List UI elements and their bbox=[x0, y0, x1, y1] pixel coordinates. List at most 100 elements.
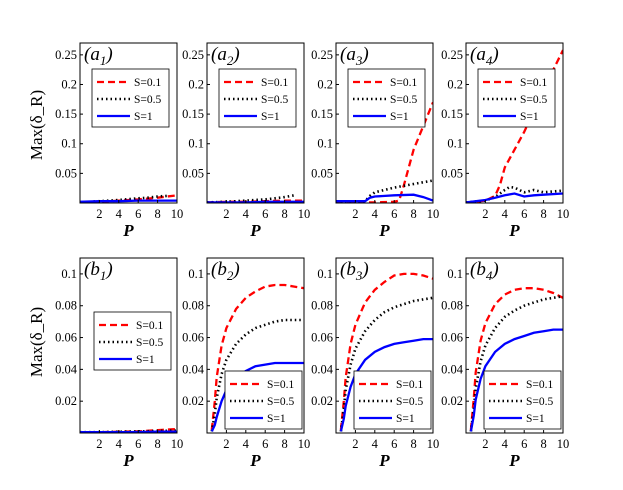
series-line-S0_5 bbox=[336, 179, 433, 203]
panel-label: (b1) bbox=[84, 259, 113, 283]
legend-entry-label: S=1 bbox=[267, 413, 286, 425]
y-tick-label: 0.02 bbox=[182, 394, 204, 408]
panel-label: (a3) bbox=[340, 44, 369, 68]
y-tick-label: 0.04 bbox=[55, 362, 78, 376]
y-tick-label: 0.02 bbox=[311, 394, 333, 408]
x-tick-label: 4 bbox=[116, 437, 123, 451]
legend-entry-label: S=0.5 bbox=[134, 94, 162, 106]
legend-entry-label: S=0.5 bbox=[526, 396, 554, 408]
legend-box bbox=[91, 68, 170, 128]
legend-entry-label: S=1 bbox=[136, 354, 155, 366]
plot-area bbox=[466, 49, 563, 203]
series-line-S0_1 bbox=[336, 101, 433, 203]
series-line-S1 bbox=[80, 430, 177, 433]
legend-entry-label: S=0.1 bbox=[396, 379, 424, 391]
series-line-S1 bbox=[80, 199, 177, 203]
series-line-S0_5 bbox=[469, 294, 563, 432]
legend-entry-label: S=0.5 bbox=[261, 94, 289, 106]
y-tick-label: 0.06 bbox=[311, 331, 333, 345]
row-a-ylabel: Max(δ_R) bbox=[27, 90, 46, 160]
y-tick-label: 0.06 bbox=[55, 331, 77, 345]
series-line-S0_1 bbox=[339, 272, 433, 430]
y-tick-label: 0.2 bbox=[447, 77, 463, 91]
legend-box bbox=[483, 370, 562, 430]
legend-entry-label: S=1 bbox=[134, 111, 153, 123]
y-tick-label: 0.1 bbox=[61, 137, 77, 151]
panel-b1: 2 4 6 8 10 0.02 0.04 0.06 0.08 0.1 P (b1) S=0.1 S=0.5… bbox=[55, 257, 183, 470]
y-tick-label: 0.05 bbox=[441, 166, 463, 180]
plot-area bbox=[80, 427, 177, 433]
x-tick-label: 4 bbox=[243, 207, 250, 221]
x-tick-label: 2 bbox=[482, 207, 488, 221]
x-tick-label: 8 bbox=[281, 437, 287, 451]
x-tick-label: 8 bbox=[540, 437, 546, 451]
legend-box bbox=[218, 68, 297, 128]
legend: S=0.1 S=0.5 S=1 bbox=[91, 68, 170, 128]
x-tick-label: 10 bbox=[298, 437, 311, 451]
y-tick-label: 0.02 bbox=[55, 394, 77, 408]
series-line-S1 bbox=[339, 337, 433, 432]
legend: S=0.1 S=0.5 S=1 bbox=[347, 68, 426, 128]
x-tick-label: 4 bbox=[502, 437, 509, 451]
y-tick-label: 0.25 bbox=[182, 48, 204, 62]
legend-entry-label: S=1 bbox=[520, 111, 539, 123]
x-tick-label: 2 bbox=[223, 437, 229, 451]
x-axis-label: P bbox=[378, 221, 390, 240]
legend-box bbox=[224, 370, 303, 430]
x-axis-label: P bbox=[378, 451, 390, 470]
y-tick-label: 0.25 bbox=[311, 48, 333, 62]
y-tick-label: 0.15 bbox=[55, 107, 77, 121]
y-tick-label: 0.25 bbox=[441, 48, 463, 62]
y-tick-label: 0.08 bbox=[182, 299, 204, 313]
y-tick-label: 0.04 bbox=[441, 362, 464, 376]
panel-label: (b2) bbox=[211, 259, 240, 283]
plot-area bbox=[336, 101, 433, 203]
x-axis-label: P bbox=[508, 451, 520, 470]
legend-entry-label: S=0.5 bbox=[390, 94, 418, 106]
x-tick-label: 2 bbox=[96, 207, 102, 221]
x-tick-label: 8 bbox=[410, 207, 416, 221]
x-axis-label: P bbox=[249, 451, 261, 470]
axes-frame bbox=[465, 42, 564, 204]
plot-area bbox=[80, 194, 177, 203]
x-tick-label: 6 bbox=[262, 437, 268, 451]
y-tick-label: 0.05 bbox=[182, 166, 204, 180]
y-tick-label: 0.2 bbox=[317, 77, 333, 91]
axes-frame bbox=[335, 257, 434, 434]
legend: S=0.1 S=0.5 S=1 bbox=[93, 311, 172, 371]
series-line-S0_1 bbox=[469, 287, 563, 430]
series-line-S0_5 bbox=[466, 185, 563, 203]
y-tick-label: 0.1 bbox=[317, 137, 333, 151]
y-tick-label: 0.06 bbox=[182, 331, 204, 345]
x-tick-label: 6 bbox=[391, 207, 397, 221]
x-tick-label: 2 bbox=[223, 207, 229, 221]
legend: S=0.1 S=0.5 S=1 bbox=[224, 370, 303, 430]
x-tick-label: 8 bbox=[540, 207, 546, 221]
legend-box bbox=[347, 68, 426, 128]
y-tick-label: 0.08 bbox=[441, 299, 463, 313]
x-tick-label: 10 bbox=[171, 207, 184, 221]
x-tick-label: 4 bbox=[372, 207, 379, 221]
y-tick-label: 0.15 bbox=[182, 107, 204, 121]
y-tick-label: 0.08 bbox=[311, 299, 333, 313]
x-tick-label: 2 bbox=[352, 437, 358, 451]
y-tick-label: 0.05 bbox=[311, 166, 333, 180]
x-tick-label: 6 bbox=[521, 437, 527, 451]
x-tick-label: 6 bbox=[521, 207, 527, 221]
y-tick-label: 0.1 bbox=[447, 137, 463, 151]
x-tick-label: 2 bbox=[352, 207, 358, 221]
x-tick-label: 4 bbox=[502, 207, 509, 221]
legend-entry-label: S=0.1 bbox=[267, 379, 295, 391]
axes-frame bbox=[79, 42, 178, 204]
x-tick-label: 8 bbox=[281, 207, 287, 221]
panel-label: (a1) bbox=[84, 44, 113, 68]
legend: S=0.1 S=0.5 S=1 bbox=[353, 370, 432, 430]
x-tick-label: 4 bbox=[116, 207, 123, 221]
axes-frame bbox=[465, 257, 564, 434]
axes-frame bbox=[206, 42, 305, 204]
axes-frame bbox=[206, 257, 305, 434]
panel-b4: 2 4 6 8 10 0.02 0.04 0.06 0.08 0.1 P (b4) S=0.1 S=0.5… bbox=[441, 257, 569, 470]
series-line-S1 bbox=[469, 328, 563, 432]
x-tick-label: 6 bbox=[262, 207, 268, 221]
legend-box bbox=[477, 68, 556, 128]
